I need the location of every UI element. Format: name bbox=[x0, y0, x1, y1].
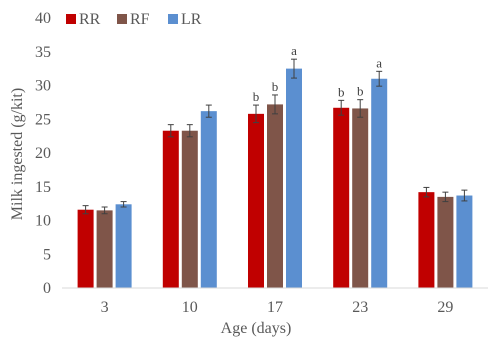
bar-lr bbox=[200, 111, 217, 289]
bar-lr bbox=[371, 78, 388, 288]
x-tick-label: 29 bbox=[437, 299, 453, 316]
bar-rf bbox=[437, 196, 454, 288]
bar-rr bbox=[77, 209, 94, 288]
legend-swatch-rf bbox=[117, 14, 127, 24]
x-tick-label: 3 bbox=[101, 299, 109, 316]
y-tick-labels: 0 5 10 15 20 25 30 35 40 bbox=[35, 10, 51, 297]
significance-label: b bbox=[357, 84, 364, 99]
legend-label-lr: LR bbox=[181, 11, 202, 28]
bar-rf bbox=[96, 210, 113, 288]
y-tick-label: 5 bbox=[43, 246, 51, 263]
y-axis-title-group: Milk ingested (g/kit) bbox=[9, 88, 26, 220]
legend: RR RF LR bbox=[66, 11, 202, 28]
legend-label-rr: RR bbox=[79, 11, 101, 28]
y-axis-title: Milk ingested (g/kit) bbox=[9, 88, 26, 220]
legend-swatch-lr bbox=[168, 14, 178, 24]
x-tick-label: 10 bbox=[182, 299, 198, 316]
y-tick-label: 30 bbox=[35, 78, 51, 95]
bar-lr bbox=[286, 68, 302, 288]
x-tick-label: 23 bbox=[352, 299, 368, 316]
y-tick-label: 25 bbox=[35, 111, 51, 128]
legend-swatch-rr bbox=[66, 14, 76, 24]
bar-rr bbox=[248, 113, 264, 288]
y-tick-label: 10 bbox=[35, 213, 51, 230]
x-tick-labels: 3 10 17 23 29 bbox=[101, 299, 454, 316]
bar-lr bbox=[115, 204, 132, 288]
y-tick-label: 35 bbox=[35, 44, 51, 61]
significance-label: b bbox=[338, 84, 345, 99]
bar-rr bbox=[333, 107, 350, 289]
significance-label: b bbox=[253, 89, 260, 104]
significance-label: b bbox=[272, 79, 279, 94]
bar-rf bbox=[181, 130, 198, 288]
x-axis-title: Age (days) bbox=[221, 320, 292, 337]
y-tick-label: 20 bbox=[35, 145, 51, 162]
bar-rf bbox=[267, 104, 283, 289]
significance-label: a bbox=[376, 55, 382, 70]
y-tick-label: 0 bbox=[43, 280, 51, 297]
y-tick-label: 15 bbox=[35, 179, 51, 196]
bar-rr bbox=[162, 130, 179, 288]
legend-label-rf: RF bbox=[130, 11, 150, 28]
y-tick-label: 40 bbox=[35, 10, 51, 27]
bar-rr bbox=[418, 192, 435, 288]
error-bars bbox=[82, 58, 468, 215]
significance-label: a bbox=[291, 43, 297, 58]
bar-rf bbox=[352, 108, 369, 288]
x-tick-label: 17 bbox=[267, 299, 283, 316]
bar-lr bbox=[456, 195, 473, 288]
bars bbox=[77, 68, 473, 289]
